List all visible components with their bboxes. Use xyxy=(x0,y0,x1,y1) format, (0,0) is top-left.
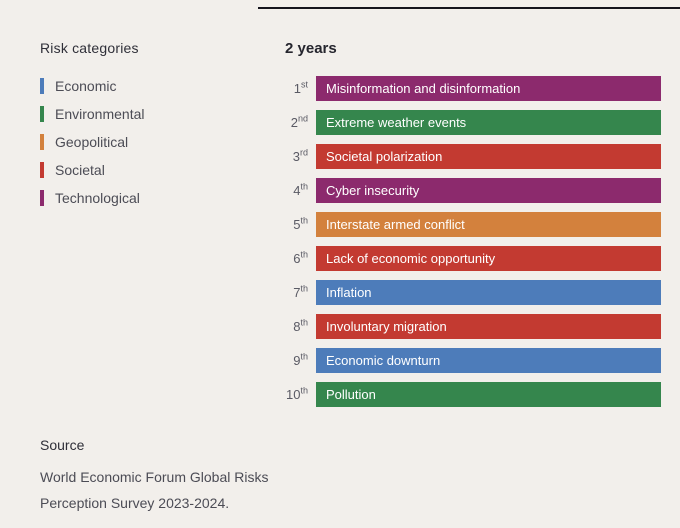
risk-bar-label: Involuntary migration xyxy=(326,319,447,334)
rank-ordinal: th xyxy=(300,283,308,294)
rank-ordinal: th xyxy=(300,249,308,260)
legend-label-geopolitical: Geopolitical xyxy=(55,134,129,150)
rank-number: 4 xyxy=(293,183,301,198)
risk-bar-label: Economic downturn xyxy=(326,353,441,368)
rank-number: 6 xyxy=(293,251,301,266)
rank-number: 1 xyxy=(293,81,301,96)
rank-label: 8th xyxy=(278,317,308,334)
rank-number: 5 xyxy=(293,217,301,232)
risk-bar: Lack of economic opportunity xyxy=(316,246,661,271)
rank-label: 3rd xyxy=(278,147,308,164)
top-divider xyxy=(258,7,680,9)
rank-label: 2nd xyxy=(278,113,308,130)
risk-bar: Cyber insecurity xyxy=(316,178,661,203)
rank-label: 9th xyxy=(278,351,308,368)
legend-item-technological: Technological xyxy=(40,184,278,212)
rank-label: 7th xyxy=(278,283,308,300)
rank-label: 4th xyxy=(278,181,308,198)
risk-bar-label: Misinformation and disinformation xyxy=(326,81,521,96)
risk-bar: Interstate armed conflict xyxy=(316,212,661,237)
risk-bar: Societal polarization xyxy=(316,144,661,169)
rank-label: 10th xyxy=(278,385,308,402)
legend-item-geopolitical: Geopolitical xyxy=(40,128,278,156)
rank-row: 1st Misinformation and disinformation xyxy=(278,76,661,101)
rank-label: 5th xyxy=(278,215,308,232)
rank-ordinal: th xyxy=(300,385,308,396)
risk-bar-label: Pollution xyxy=(326,387,376,402)
rank-row: 7th Inflation xyxy=(278,280,661,305)
rank-row: 5th Interstate armed conflict xyxy=(278,212,661,237)
risk-bar: Involuntary migration xyxy=(316,314,661,339)
rank-ordinal: th xyxy=(300,351,308,362)
rank-row: 2nd Extreme weather events xyxy=(278,110,661,135)
rank-number: 10 xyxy=(286,387,301,402)
risk-bar: Economic downturn xyxy=(316,348,661,373)
rank-row: 9th Economic downturn xyxy=(278,348,661,373)
legend-swatch-technological xyxy=(40,190,44,206)
risk-bar-label: Inflation xyxy=(326,285,372,300)
legend-item-environmental: Environmental xyxy=(40,100,278,128)
legend-swatch-environmental xyxy=(40,106,44,122)
risk-bar: Pollution xyxy=(316,382,661,407)
legend-swatch-societal xyxy=(40,162,44,178)
rank-number: 3 xyxy=(292,149,300,164)
risk-bar-label: Cyber insecurity xyxy=(326,183,420,198)
legend-label-environmental: Environmental xyxy=(55,106,145,122)
legend-list: Economic Environmental Geopolitical Soci… xyxy=(40,72,278,212)
rank-ordinal: th xyxy=(300,317,308,328)
risk-bar: Misinformation and disinformation xyxy=(316,76,661,101)
rank-number: 2 xyxy=(290,115,298,130)
ranking-column: 2 years 1st Misinformation and disinform… xyxy=(278,40,661,416)
chart-title: 2 years xyxy=(285,40,337,57)
legend-item-economic: Economic xyxy=(40,72,278,100)
rank-row: 3rd Societal polarization xyxy=(278,144,661,169)
risk-bar-label: Lack of economic opportunity xyxy=(326,251,496,266)
rank-row: 6th Lack of economic opportunity xyxy=(278,246,661,271)
chart-content: Risk categories Economic Environmental G… xyxy=(40,40,661,416)
legend: Risk categories Economic Environmental G… xyxy=(40,40,278,416)
legend-label-technological: Technological xyxy=(55,190,140,206)
rank-row: 8th Involuntary migration xyxy=(278,314,661,339)
source-block: Source World Economic Forum Global Risks… xyxy=(40,437,268,516)
risk-bar-label: Interstate armed conflict xyxy=(326,217,465,232)
rank-number: 7 xyxy=(293,285,301,300)
legend-swatch-geopolitical xyxy=(40,134,44,150)
legend-item-societal: Societal xyxy=(40,156,278,184)
rank-number: 8 xyxy=(293,319,301,334)
rank-ordinal: th xyxy=(300,181,308,192)
risk-bar: Extreme weather events xyxy=(316,110,661,135)
rank-label: 6th xyxy=(278,249,308,266)
risk-bar-label: Societal polarization xyxy=(326,149,443,164)
rank-ordinal: th xyxy=(300,215,308,226)
rank-ordinal: st xyxy=(300,79,308,90)
rank-ordinal: rd xyxy=(299,147,308,158)
rank-row: 4th Cyber insecurity xyxy=(278,178,661,203)
legend-title: Risk categories xyxy=(40,40,139,56)
rank-label: 1st xyxy=(278,79,308,96)
legend-label-economic: Economic xyxy=(55,78,117,94)
risk-bar-label: Extreme weather events xyxy=(326,115,467,130)
rank-number: 9 xyxy=(293,353,301,368)
source-label: Source xyxy=(40,437,85,453)
risk-bar: Inflation xyxy=(316,280,661,305)
rank-ordinal: nd xyxy=(297,113,308,124)
source-line-1: World Economic Forum Global Risks xyxy=(40,469,269,485)
legend-label-societal: Societal xyxy=(55,162,105,178)
legend-swatch-economic xyxy=(40,78,44,94)
rank-row: 10th Pollution xyxy=(278,382,661,407)
source-line-2: Perception Survey 2023-2024. xyxy=(40,495,230,511)
